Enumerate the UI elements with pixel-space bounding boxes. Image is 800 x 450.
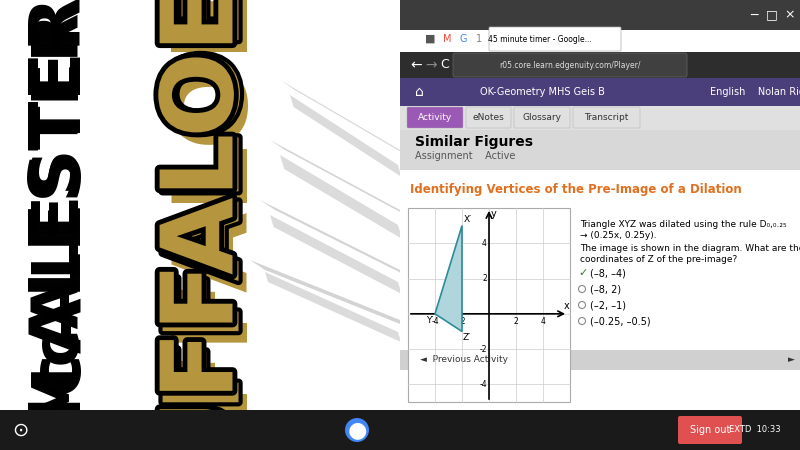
Polygon shape — [290, 95, 402, 177]
Text: Identifying Vertices of the Pre-Image of a Dilation: Identifying Vertices of the Pre-Image of… — [410, 184, 742, 197]
Polygon shape — [280, 80, 415, 160]
Polygon shape — [260, 200, 415, 280]
Text: The image is shown in the diagram. What are the: The image is shown in the diagram. What … — [580, 244, 800, 253]
Text: Glossary: Glossary — [522, 113, 562, 122]
Text: (–0.25, –0.5): (–0.25, –0.5) — [590, 316, 650, 326]
Polygon shape — [265, 272, 401, 342]
Text: ←: ← — [410, 58, 422, 72]
Text: BUFFALOES: BUFFALOES — [159, 0, 261, 450]
Text: -4: -4 — [431, 317, 439, 326]
Bar — [400, 78, 800, 106]
Bar — [0, 0, 400, 450]
Text: ─: ─ — [750, 9, 758, 22]
Text: -2: -2 — [479, 345, 487, 354]
Text: -4: -4 — [479, 380, 487, 389]
FancyBboxPatch shape — [407, 107, 463, 128]
Text: OK-Geometry MHS Geis B: OK-Geometry MHS Geis B — [480, 87, 605, 97]
Bar — [400, 52, 800, 78]
Text: G: G — [459, 34, 466, 44]
FancyBboxPatch shape — [466, 107, 511, 128]
Text: C: C — [440, 58, 449, 72]
Text: →: → — [425, 58, 437, 72]
Bar — [400, 130, 800, 410]
Text: English    Nolan Rice: English Nolan Rice — [710, 87, 800, 97]
FancyBboxPatch shape — [453, 53, 687, 77]
Bar — [400, 0, 800, 30]
Text: Triangle XYZ was dilated using the rule D₀,₀.₂₅: Triangle XYZ was dilated using the rule … — [580, 220, 786, 229]
Text: EXTD  10:33: EXTD 10:33 — [729, 426, 781, 435]
Polygon shape — [250, 260, 415, 330]
Text: Sign out: Sign out — [690, 425, 730, 435]
Bar — [408, 208, 570, 402]
Text: Y′: Y′ — [426, 316, 433, 325]
Text: ►: ► — [788, 356, 795, 364]
Text: ■: ■ — [425, 34, 435, 44]
Text: X′: X′ — [464, 215, 472, 224]
Text: BUFFALOES: BUFFALOES — [159, 0, 261, 450]
Bar — [400, 130, 800, 170]
FancyBboxPatch shape — [573, 107, 640, 128]
Text: (–8, 2): (–8, 2) — [590, 284, 621, 294]
Text: 4: 4 — [541, 317, 546, 326]
Polygon shape — [270, 215, 402, 294]
Text: -2: -2 — [458, 317, 466, 326]
Bar — [400, 106, 800, 130]
Text: 2: 2 — [482, 274, 487, 283]
Text: ✓: ✓ — [578, 268, 587, 278]
Text: Z′: Z′ — [463, 333, 471, 342]
Text: x: x — [563, 301, 569, 311]
Polygon shape — [435, 225, 462, 332]
Text: r05.core.learn.edgenuity.com/Player/: r05.core.learn.edgenuity.com/Player/ — [499, 60, 641, 69]
Text: □: □ — [766, 9, 778, 22]
Text: McALESTER: McALESTER — [21, 0, 90, 450]
Text: ●: ● — [347, 420, 366, 440]
FancyBboxPatch shape — [514, 107, 570, 128]
Bar — [400, 350, 800, 370]
Text: ⌂: ⌂ — [415, 85, 424, 99]
Polygon shape — [280, 155, 402, 239]
Text: eNotes: eNotes — [473, 113, 504, 122]
Text: y: y — [491, 209, 497, 219]
Text: Transcript: Transcript — [584, 113, 629, 122]
Bar — [400, 170, 800, 410]
Text: Similar Figures: Similar Figures — [415, 135, 533, 149]
Text: McALESTER: McALESTER — [24, 6, 86, 424]
Text: Assignment    Active: Assignment Active — [415, 151, 515, 161]
Text: 1: 1 — [476, 34, 482, 44]
Polygon shape — [270, 140, 415, 220]
Text: ◄  Previous Activity: ◄ Previous Activity — [420, 356, 508, 364]
Text: BUFFALOES: BUFFALOES — [157, 0, 254, 450]
Text: +: + — [625, 32, 637, 46]
Text: M: M — [443, 34, 451, 44]
FancyBboxPatch shape — [489, 27, 621, 51]
Text: 4: 4 — [482, 239, 487, 248]
Text: ⊙: ⊙ — [12, 420, 28, 440]
Text: 2: 2 — [514, 317, 518, 326]
Circle shape — [345, 418, 369, 442]
Text: coordinates of Z of the pre-image?: coordinates of Z of the pre-image? — [580, 255, 738, 264]
FancyBboxPatch shape — [678, 416, 742, 444]
Bar — [0, 410, 800, 450]
Text: (–8, –4): (–8, –4) — [590, 268, 626, 278]
Text: → (0.25x, 0.25y).: → (0.25x, 0.25y). — [580, 231, 657, 240]
Text: (–2, –1): (–2, –1) — [590, 300, 626, 310]
Text: Activity: Activity — [418, 113, 452, 122]
Text: 45 minute timer - Google...: 45 minute timer - Google... — [488, 35, 592, 44]
Text: ×: × — [785, 9, 795, 22]
